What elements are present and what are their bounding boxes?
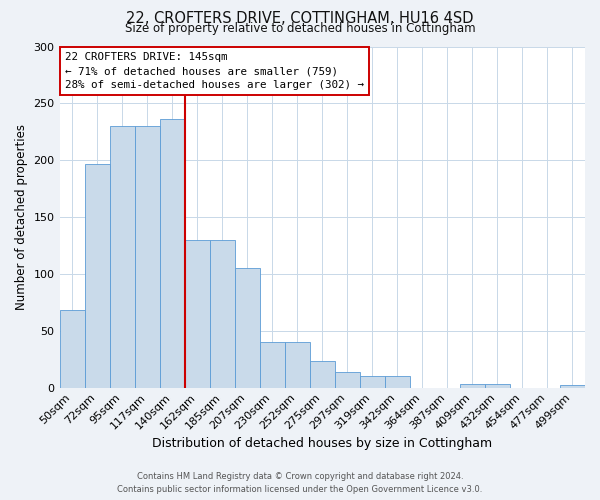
- X-axis label: Distribution of detached houses by size in Cottingham: Distribution of detached houses by size …: [152, 437, 493, 450]
- Bar: [360, 376, 385, 388]
- Text: Size of property relative to detached houses in Cottingham: Size of property relative to detached ho…: [125, 22, 475, 35]
- Bar: [460, 384, 485, 388]
- Bar: [160, 120, 185, 388]
- Text: 22 CROFTERS DRIVE: 145sqm
← 71% of detached houses are smaller (759)
28% of semi: 22 CROFTERS DRIVE: 145sqm ← 71% of detac…: [65, 52, 364, 90]
- Bar: [310, 362, 335, 388]
- Bar: [560, 386, 585, 388]
- Bar: [209, 240, 235, 388]
- Text: Contains HM Land Registry data © Crown copyright and database right 2024.
Contai: Contains HM Land Registry data © Crown c…: [118, 472, 482, 494]
- Bar: [59, 310, 85, 388]
- Text: 22, CROFTERS DRIVE, COTTINGHAM, HU16 4SD: 22, CROFTERS DRIVE, COTTINGHAM, HU16 4SD: [126, 11, 474, 26]
- Bar: [85, 164, 110, 388]
- Bar: [260, 342, 285, 388]
- Bar: [485, 384, 510, 388]
- Y-axis label: Number of detached properties: Number of detached properties: [15, 124, 28, 310]
- Bar: [385, 376, 410, 388]
- Bar: [134, 126, 160, 388]
- Bar: [110, 126, 134, 388]
- Bar: [285, 342, 310, 388]
- Bar: [335, 372, 360, 388]
- Bar: [235, 268, 260, 388]
- Bar: [185, 240, 209, 388]
